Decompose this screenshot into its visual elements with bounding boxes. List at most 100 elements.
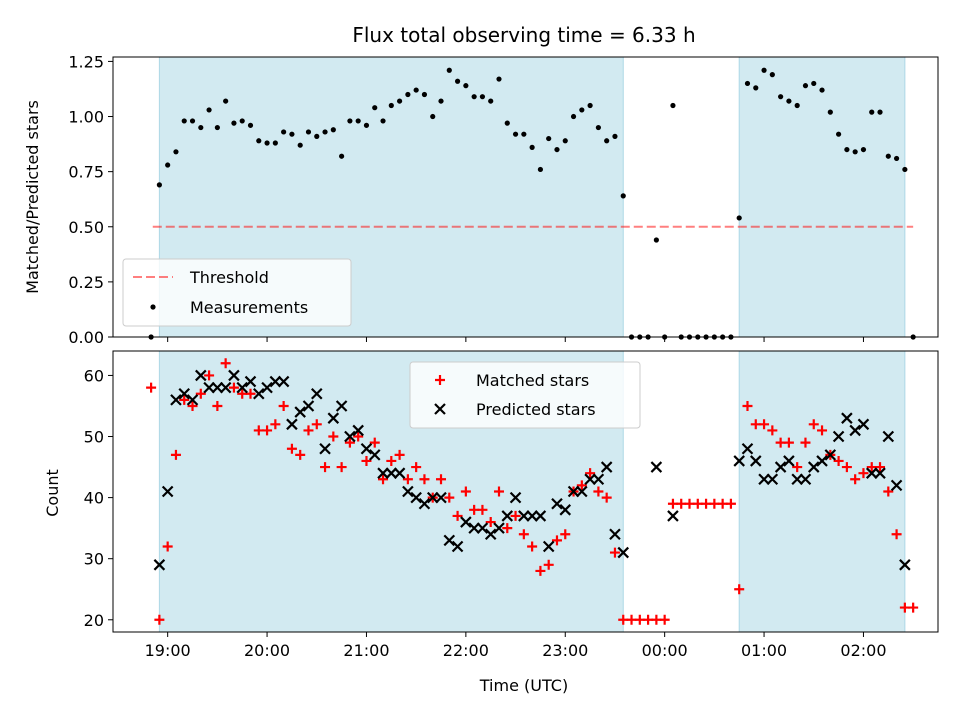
count-x-tick-label: 01:00 [741,641,787,660]
predicted-star-point [170,394,182,406]
measurement-point [446,67,452,73]
predicted-star-point [360,442,373,455]
matched-star-point [485,517,496,528]
measurement-point [396,98,403,104]
measurement-point [512,131,519,137]
predicted-star-point [650,461,663,473]
measurement-point [836,131,842,137]
ratio-y-tick-label: 1.25 [68,52,104,71]
measurement-point [413,87,419,93]
matched-star-point [394,449,405,460]
ratio-y-tick-label: 0.25 [68,273,104,292]
matched-star-point [245,388,256,399]
predicted-star-point [228,369,240,382]
legend-matched-label: Matched stars [476,371,589,390]
count-panel: 19:00 20:00 21:00 22:00 23:00 00:00 01:00 02:00… [84,350,939,660]
predicted-star-point [484,528,497,541]
measurement-point [281,129,287,135]
matched-star-point [179,394,190,405]
matched-star-point [378,474,389,485]
predicted-star-point [857,418,870,431]
predicted-star-point [592,473,605,486]
matched-star-point [154,614,165,625]
predicted-star-point [393,467,406,479]
legend-matched-swatch [435,375,445,385]
predicted-star-point [749,455,762,467]
predicted-star-point [468,522,480,534]
measurement-point [554,146,560,153]
measurement-point [488,98,494,104]
matched-star-point [833,455,844,466]
measurement-point [794,102,800,109]
ratio-legend: Threshold Measurements [122,258,352,327]
matched-star-point [295,449,306,460]
matched-star-point [344,437,355,448]
legend-measurements-label: Measurements [190,298,308,317]
measurement-point [769,72,775,78]
measurement-point [786,98,792,104]
count-x-tick-label: 23:00 [542,641,588,660]
measurement-point [165,162,171,168]
count-legend: Matched stars Predicted stars [409,361,641,429]
ratio-y-tick-label: 0.50 [68,218,104,237]
matched-star-point [195,388,206,399]
measurement-point [330,127,336,133]
predicted-star-point [526,510,538,522]
measurement-point [852,149,858,155]
matched-star-point [759,419,770,430]
measurement-point [305,129,312,135]
predicted-star-point [410,491,422,504]
measurement-point [579,107,585,113]
matched-star-point [502,523,513,534]
measurement-point [388,102,394,109]
matched-star-point [212,400,223,411]
predicted-star-point [766,473,779,486]
count-plot-frame [112,350,939,633]
count-y-axis-label: Count [43,469,62,517]
matched-star-point [402,474,413,485]
matched-star-point [908,602,919,613]
predicted-star-point [335,400,348,412]
predicted-star-point [277,375,290,388]
predicted-star-point [236,381,248,394]
matched-star-point [361,455,372,466]
predicted-star-point [377,467,389,479]
measurement-point [463,83,469,89]
predicted-star-point [153,559,166,571]
predicted-star-point [584,473,596,486]
predicted-star-point [890,479,903,492]
measurement-point [454,78,461,84]
matched-star-point [767,425,778,436]
measurement-point [214,124,220,131]
predicted-star-point [203,381,215,394]
matched-star-point [576,480,587,491]
measurement-point [198,124,204,131]
matched-star-point [593,486,604,497]
matched-star-point [808,419,819,430]
legend-threshold-label: Threshold [189,268,269,287]
legend-measurements-swatch [150,304,156,310]
measurement-point [239,118,245,124]
predicted-star-point [161,485,174,498]
matched-star-point [792,462,803,473]
ratio-panel: 0.00 0.25 0.50 0.75 1.00 1.25 Threshold Measure… [68,52,939,347]
predicted-star-point [758,473,770,486]
measurement-point [297,142,303,148]
predicted-star-point [899,559,911,571]
matched-star-point [858,468,869,479]
matched-star-point [303,425,314,436]
matched-star-point [411,462,422,473]
matched-star-point [460,486,471,497]
matched-star-point [493,486,504,497]
predicted-star-point [451,540,464,553]
matched-star-point [850,474,861,485]
predicted-star-point [211,381,224,394]
measurement-point [339,153,345,159]
predicted-star-point [435,491,447,504]
measurement-point [363,122,370,128]
measurement-point [802,83,809,89]
predicted-star-point [269,375,282,388]
matched-star-point [320,462,331,473]
measurement-point [256,138,262,144]
count-shaded-interval [739,351,905,632]
